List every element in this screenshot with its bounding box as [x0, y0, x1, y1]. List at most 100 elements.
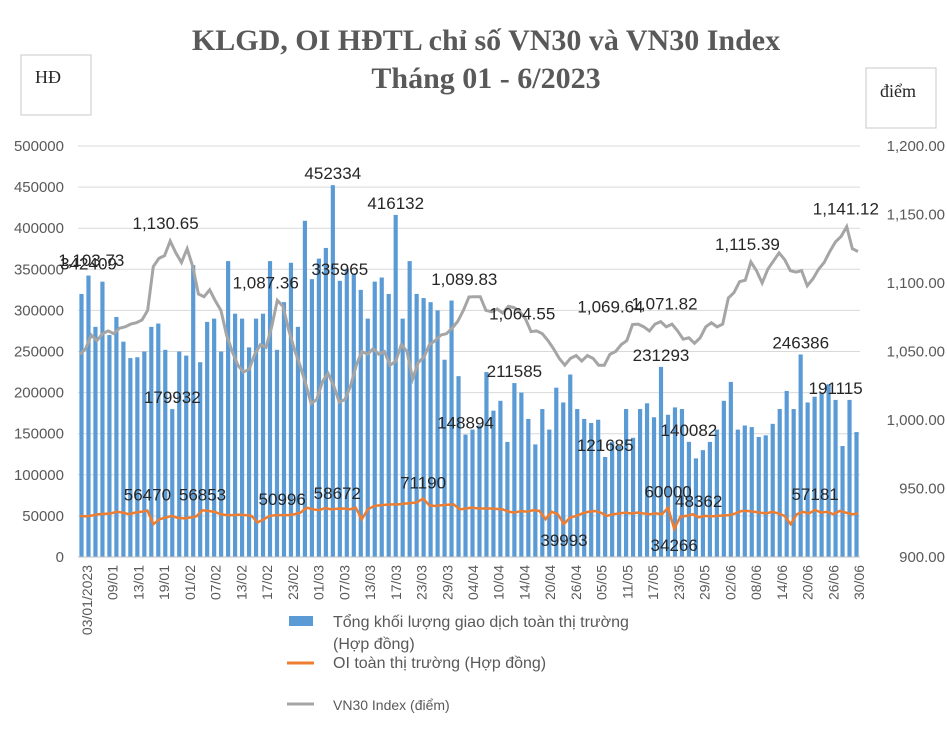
- oi-data-label: 57181: [791, 485, 838, 504]
- volume-bar: [665, 414, 671, 557]
- volume-bar: [400, 318, 405, 557]
- volume-bar: [519, 392, 524, 557]
- volume-bar: [812, 396, 817, 557]
- volume-bar: [763, 435, 768, 557]
- legend-volume-label-line2: (Hợp đồng): [333, 636, 415, 653]
- oi-data-label: 34266: [651, 536, 698, 555]
- volume-bar: [309, 279, 314, 557]
- left-tick-label: 300000: [14, 302, 64, 319]
- x-tick-label: 17/05: [645, 565, 661, 600]
- x-tick-label: 17/03: [388, 565, 404, 600]
- volume-bar: [617, 446, 622, 557]
- volume-bar: [253, 318, 259, 557]
- oi-data-label: 39993: [540, 531, 587, 550]
- volume-bar: [784, 390, 789, 557]
- oi-data-label: 56470: [124, 486, 171, 505]
- volume-bar: [344, 269, 349, 557]
- left-tick-label: 250000: [14, 344, 64, 361]
- volume-bar: [205, 321, 210, 557]
- x-tick-label: 30/06: [851, 565, 867, 600]
- vn30-data-label: 1,087.36: [233, 273, 299, 292]
- vn30-data-label: 1,064.55: [489, 305, 555, 324]
- left-tick-label: 150000: [14, 426, 64, 443]
- left-axis-tick-labels: 0 50000 100000 150000 200000 250000 300000 3500…: [14, 138, 64, 566]
- volume-data-label: 231293: [633, 346, 690, 365]
- volume-bar: [603, 456, 608, 557]
- oi-data-label: 50996: [259, 490, 306, 509]
- volume-bar: [149, 326, 154, 557]
- x-tick-label: 20/04: [542, 565, 558, 600]
- volume-bar: [442, 359, 447, 557]
- x-tick-label: 10/04: [491, 565, 507, 600]
- legend-volume-swatch: [289, 616, 313, 626]
- vn30-data-label: 1,141.12: [813, 200, 879, 219]
- volume-bar: [533, 444, 538, 557]
- volume-data-label: 191115: [808, 379, 862, 398]
- volume-bar: [107, 335, 112, 557]
- volume-bar: [358, 289, 363, 557]
- volume-bar: [435, 310, 440, 557]
- x-tick-label: 26/06: [825, 565, 841, 600]
- right-tick-label: 1,150.00: [887, 207, 945, 224]
- right-tick-label: 1,000.00: [887, 412, 945, 429]
- right-tick-label: 1,050.00: [887, 344, 945, 361]
- x-tick-label: 07/03: [336, 565, 352, 600]
- right-tick-label: 900.00: [899, 549, 945, 566]
- volume-bar: [177, 351, 182, 557]
- volume-bar: [554, 387, 559, 557]
- volume-bar: [693, 458, 699, 557]
- volume-bar: [791, 409, 796, 557]
- left-unit-box: [20, 54, 92, 116]
- x-axis-tick-labels: 03/01/2023 09/01 13/01 19/01 01/02 07/02 13/02…: [79, 565, 867, 635]
- left-tick-label: 50000: [22, 508, 64, 525]
- volume-data-label: 179932: [144, 388, 201, 407]
- volume-bar: [805, 402, 810, 557]
- oi-data-label: 58672: [314, 484, 361, 503]
- oi-data-label: 48362: [675, 492, 722, 511]
- volume-bar: [477, 425, 482, 557]
- volume-bar: [163, 349, 168, 557]
- volume-bar: [707, 441, 712, 557]
- oi-series-line: [79, 496, 859, 533]
- volume-bar: [596, 419, 601, 557]
- vn30-data-label: 1,071.82: [631, 295, 697, 314]
- volume-bar: [854, 432, 859, 557]
- x-tick-label: 13/01: [131, 565, 147, 600]
- right-axis-unit: điểm: [880, 81, 916, 101]
- right-tick-label: 1,100.00: [887, 275, 945, 292]
- volume-bar: [428, 302, 433, 557]
- volume-bar: [86, 275, 91, 557]
- volume-bar: [414, 293, 419, 557]
- volume-bar: [728, 381, 733, 557]
- legend-oi-label: OI toàn thị trường (Hợp đồng): [333, 655, 546, 672]
- volume-bar: [540, 409, 545, 557]
- legend-vn30-label: VN30 Index (điểm): [333, 697, 450, 713]
- right-tick-label: 1,200.00: [887, 138, 945, 155]
- volume-bar: [575, 409, 580, 557]
- volume-data-label: 211585: [487, 362, 542, 381]
- volume-bar: [114, 316, 119, 557]
- volume-bar: [470, 429, 475, 557]
- x-tick-label: 08/06: [748, 565, 764, 600]
- chart-title-line1: KLGD, OI HĐTL chỉ số VN30 và VN30 Index: [192, 24, 780, 57]
- volume-bar: [630, 437, 636, 557]
- x-tick-label: 23/03: [414, 565, 430, 600]
- x-tick-label: 01/03: [311, 565, 327, 600]
- left-tick-label: 200000: [14, 385, 64, 402]
- vn30-data-label: 1,069.64: [577, 298, 643, 317]
- volume-bar: [735, 429, 740, 557]
- volume-bar: [624, 409, 629, 557]
- volume-bar: [658, 366, 664, 557]
- right-axis-tick-labels: 900.00 950.00 1,000.00 1,050.00 1,100.00 1,15…: [887, 138, 945, 566]
- volume-bar: [686, 441, 692, 557]
- volume-bar: [121, 341, 126, 557]
- volume-bar: [582, 418, 587, 557]
- volume-data-label: 452334: [304, 164, 361, 183]
- volume-bar: [700, 450, 705, 557]
- volume-bar: [100, 281, 105, 557]
- volume-data-label: 148894: [437, 414, 494, 433]
- volume-bar: [498, 400, 503, 557]
- volume-bar: [491, 410, 496, 557]
- volume-bar: [212, 318, 217, 557]
